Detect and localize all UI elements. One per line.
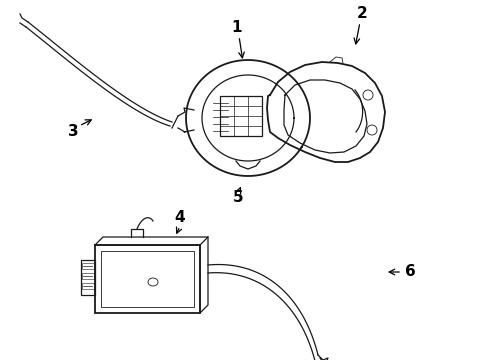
Text: 6: 6 xyxy=(405,265,416,279)
Text: 3: 3 xyxy=(68,125,78,139)
Bar xyxy=(82,273,94,279)
Bar xyxy=(220,96,262,136)
Text: 4: 4 xyxy=(175,211,185,225)
Bar xyxy=(95,245,200,313)
Text: 5: 5 xyxy=(233,190,244,206)
Bar xyxy=(82,283,94,289)
Bar xyxy=(101,251,194,307)
Text: 1: 1 xyxy=(232,21,242,36)
Bar xyxy=(82,263,94,269)
Text: 2: 2 xyxy=(357,6,368,22)
Bar xyxy=(81,260,95,295)
